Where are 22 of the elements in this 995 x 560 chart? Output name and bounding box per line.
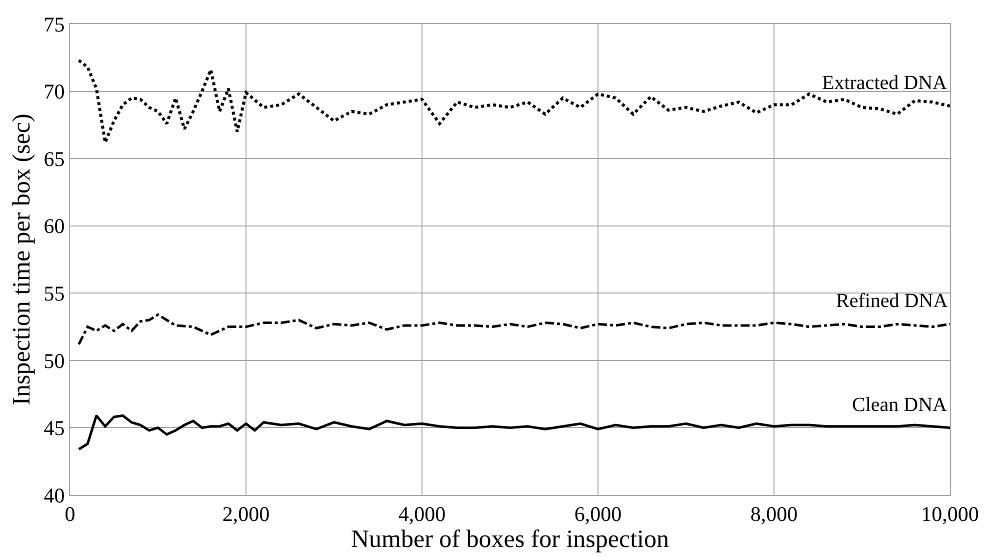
y-tick-label: 50 (44, 348, 65, 373)
series-label: Extracted DNA (822, 72, 948, 94)
x-tick-label: 10,000 (921, 502, 979, 526)
y-tick-label: 60 (44, 214, 65, 238)
x-tick-label: 4,000 (398, 502, 446, 526)
x-axis-title: Number of boxes for inspection (351, 526, 670, 554)
line-series (78, 313, 950, 346)
x-tick-label: 0 (64, 502, 76, 526)
x-tick-label: 6,000 (574, 502, 622, 526)
y-tick-label: 45 (44, 416, 65, 440)
y-tick-label: 70 (44, 80, 65, 104)
y-tick-label: 40 (44, 483, 65, 508)
series-label: Refined DNA (836, 290, 948, 312)
series-label: Clean DNA (852, 394, 948, 416)
y-tick-label: 75 (44, 12, 65, 36)
line-series (78, 414, 950, 450)
x-tick-label: 2,000 (222, 502, 270, 526)
y-tick-label: 65 (44, 146, 65, 171)
line-series (77, 58, 950, 144)
x-tick-label: 8,000 (750, 502, 798, 526)
y-axis-title: Inspection time per box (sec) (8, 114, 36, 406)
y-tick-label: 55 (44, 281, 65, 306)
